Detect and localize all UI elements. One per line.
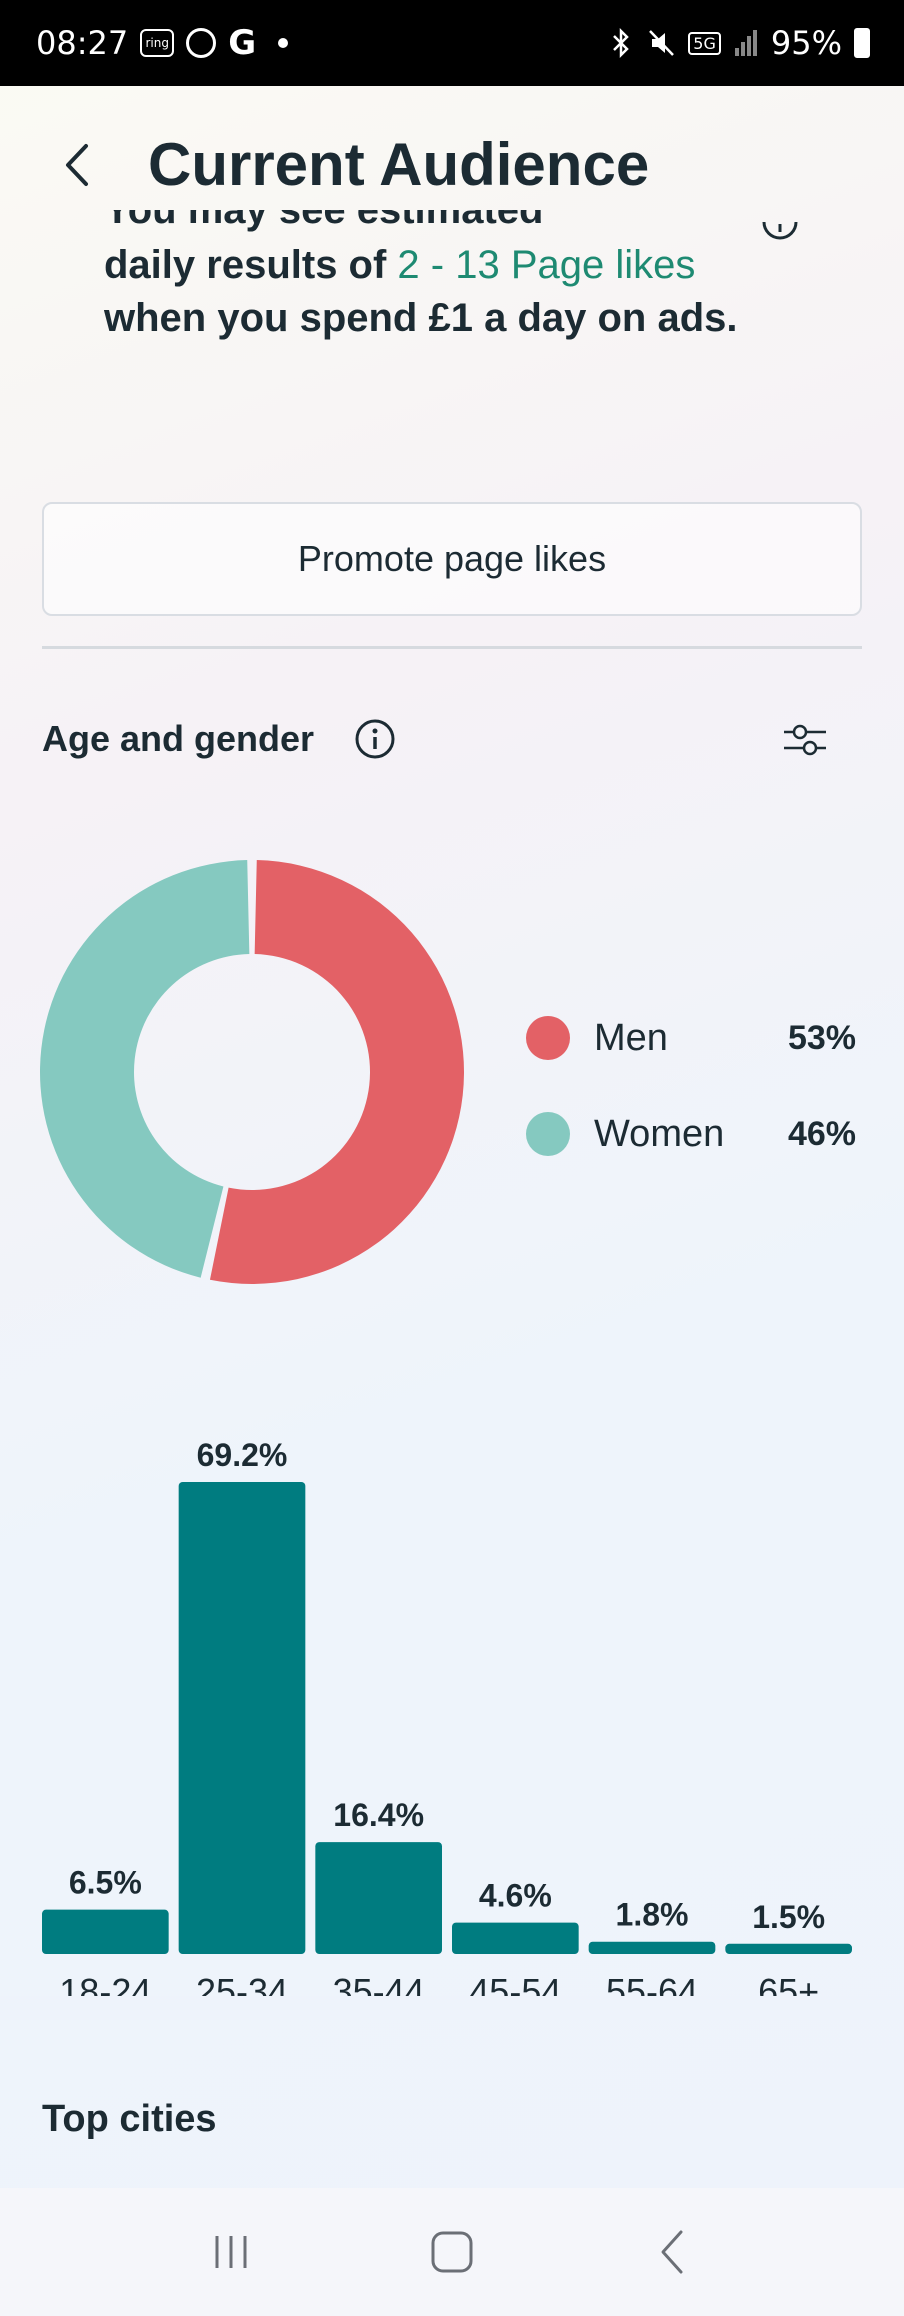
notification-dot-icon	[278, 38, 289, 48]
estimate-highlight: 2 - 13 Page likes	[397, 243, 696, 287]
bar-value-label: 6.5%	[69, 1865, 142, 1901]
system-nav-bar	[0, 2188, 904, 2316]
gender-donut-chart	[39, 860, 465, 1284]
legend-dot-men	[526, 1016, 570, 1060]
battery-icon	[854, 28, 870, 58]
recent-apps-icon[interactable]	[201, 2222, 261, 2282]
page-title: Current Audience	[148, 131, 650, 198]
bar-55-64	[588, 1941, 716, 1954]
legend-row-women: Women 46%	[526, 1086, 856, 1182]
bar-65+	[725, 1943, 852, 1954]
section-divider	[42, 646, 862, 649]
legend-value-men: 53%	[787, 1018, 856, 1057]
back-nav-icon[interactable]	[643, 2222, 703, 2282]
mute-icon	[649, 30, 675, 56]
app-header: Current Audience	[0, 86, 904, 236]
legend-label-women: Women	[594, 1112, 725, 1155]
battery-percent: 95%	[770, 24, 842, 62]
status-time: 08:27	[36, 24, 129, 62]
legend-dot-women	[526, 1112, 570, 1156]
legend-row-men: Men 53%	[526, 990, 856, 1086]
legend-value-women: 46%	[787, 1114, 856, 1153]
bar-value-label: 1.8%	[616, 1897, 689, 1933]
donut-slice-men	[209, 860, 465, 1284]
estimate-text: You may see estimated daily results of 2…	[104, 210, 744, 430]
bar-45-54	[452, 1922, 579, 1954]
network-type: 5G	[688, 31, 721, 55]
legend-label-men: Men	[594, 1016, 668, 1059]
bar-value-label: 1.5%	[752, 1899, 825, 1935]
donut-slice-women	[39, 860, 250, 1278]
back-arrow-icon[interactable]	[56, 140, 96, 190]
status-bar-left: 08:27 ring G	[36, 23, 289, 63]
estimate-prefix: daily results of	[104, 243, 398, 287]
bar-18-24	[42, 1909, 169, 1954]
age-bar-chart: 6.5%18-2469.2%25-3416.4%35-444.6%45-541.…	[0, 1437, 904, 2020]
estimate-suffix: when you spend £1 a day on ads.	[104, 296, 738, 340]
club-crest-icon	[186, 28, 217, 58]
google-icon: G	[228, 23, 257, 63]
estimate-line-clipped: You may see estimated	[104, 210, 544, 232]
promote-page-likes-button[interactable]: Promote page likes	[42, 502, 862, 616]
status-bar-right: 5G 95%	[608, 24, 870, 62]
bar-value-label: 69.2%	[197, 1437, 288, 1473]
top-cities-title: Top cities	[42, 2098, 217, 2140]
home-icon[interactable]	[422, 2222, 482, 2282]
gender-legend: Men 53% Women 46%	[526, 990, 856, 1182]
signal-icon	[734, 30, 757, 56]
estimate-body: daily results of 2 - 13 Page likes when …	[104, 239, 744, 345]
info-icon[interactable]	[354, 718, 396, 760]
estimate-info-icon[interactable]	[760, 222, 800, 256]
ring-app-icon: ring	[140, 29, 175, 57]
age-gender-title: Age and gender	[42, 718, 315, 759]
scroll-clip-mask	[0, 1996, 904, 2020]
bluetooth-icon	[613, 27, 630, 59]
bar-value-label: 4.6%	[479, 1878, 552, 1914]
filter-icon[interactable]	[782, 720, 828, 760]
bar-35-44	[315, 1842, 442, 1954]
bar-value-label: 16.4%	[333, 1797, 424, 1833]
status-bar: 08:27 ring G 5G 95%	[0, 0, 904, 86]
bar-25-34	[178, 1482, 306, 1954]
